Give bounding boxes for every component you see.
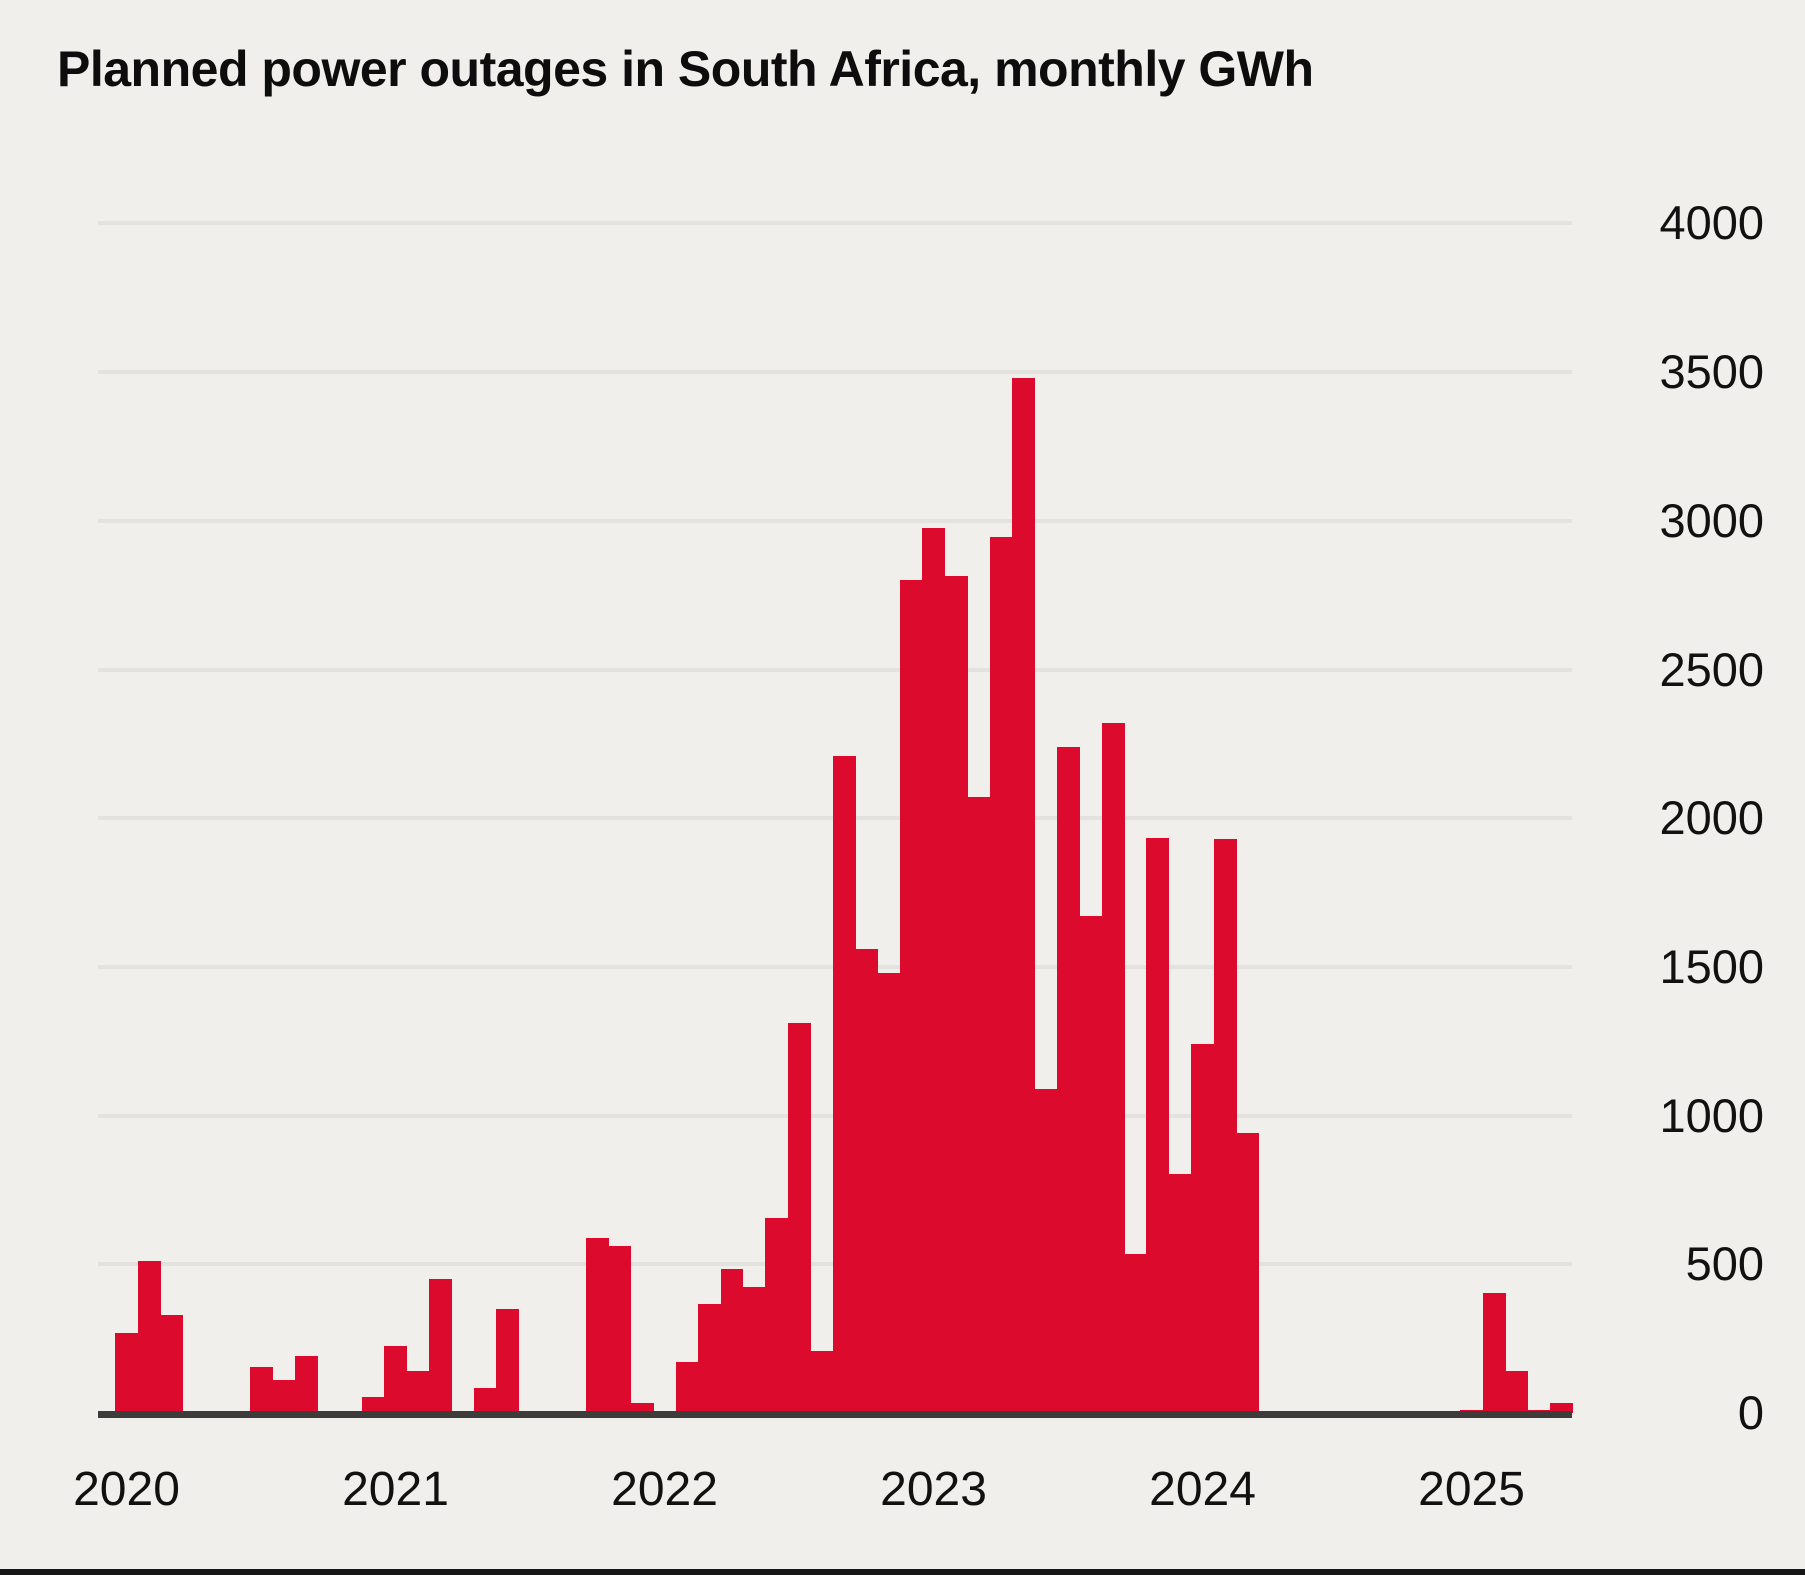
bar-2023-07 [1056, 746, 1080, 1413]
bar-2021-03 [429, 1279, 453, 1413]
bar-2022-03 [698, 1304, 722, 1413]
bar-2020-07 [249, 1366, 273, 1413]
bar-2025-05 [1549, 1402, 1573, 1413]
bar-2021-06 [496, 1308, 520, 1413]
bar-2022-12 [899, 580, 923, 1413]
bar-2022-07 [787, 1023, 811, 1413]
bar-2021-02 [406, 1371, 430, 1413]
y-tick-label-1500: 1500 [1659, 939, 1764, 993]
bar-2021-12 [630, 1402, 654, 1413]
x-year-label-2025: 2025 [1418, 1463, 1525, 1516]
y-tick-label-2000: 2000 [1659, 791, 1764, 845]
x-axis-line [98, 1411, 1572, 1418]
bar-2023-05 [1011, 378, 1035, 1413]
bar-2023-09 [1101, 723, 1125, 1413]
bar-2021-10 [586, 1237, 609, 1413]
bar-2024-03 [1236, 1133, 1260, 1413]
y-tick-label-3500: 3500 [1659, 345, 1764, 399]
bar-2022-05 [742, 1286, 766, 1413]
bar-2023-01 [922, 528, 946, 1413]
bar-2023-04 [989, 537, 1013, 1413]
bar-2020-12 [361, 1396, 385, 1413]
gridline-4000 [98, 221, 1572, 226]
bar-2023-08 [1079, 916, 1103, 1413]
bar-2025-03 [1505, 1371, 1529, 1413]
bar-2022-06 [765, 1218, 789, 1413]
bar-2024-01 [1191, 1044, 1215, 1413]
bar-2023-03 [967, 797, 991, 1413]
y-tick-label-1000: 1000 [1659, 1088, 1764, 1142]
bar-2021-01 [384, 1346, 408, 1413]
gridline-3000 [98, 518, 1572, 523]
bar-2022-04 [720, 1268, 744, 1413]
bar-2023-10 [1124, 1253, 1147, 1413]
y-tick-label-0: 0 [1737, 1386, 1764, 1439]
bar-2024-02 [1213, 839, 1237, 1413]
x-year-label-2021: 2021 [342, 1463, 449, 1516]
gridline-2500 [98, 667, 1572, 672]
bar-2021-11 [608, 1246, 632, 1413]
y-tick-label-4000: 4000 [1659, 196, 1764, 250]
x-year-label-2020: 2020 [73, 1463, 180, 1516]
bar-2022-10 [855, 949, 878, 1413]
bar-2023-12 [1168, 1173, 1192, 1413]
y-tick-label-500: 500 [1685, 1237, 1764, 1291]
bar-2022-02 [675, 1362, 699, 1413]
y-tick-label-3000: 3000 [1659, 493, 1764, 547]
gridline-3500 [98, 370, 1572, 375]
bar-2020-03 [160, 1314, 184, 1413]
x-year-label-2023: 2023 [880, 1463, 987, 1516]
chart-title: Planned power outages in South Africa, m… [57, 41, 1314, 97]
bar-2020-08 [272, 1380, 296, 1413]
bar-2021-05 [473, 1387, 497, 1413]
bar-2025-02 [1482, 1292, 1506, 1413]
bar-2020-09 [294, 1356, 318, 1413]
bar-2023-02 [944, 575, 968, 1413]
y-tick-label-2500: 2500 [1659, 642, 1764, 696]
bar-2020-02 [137, 1261, 161, 1413]
x-year-label-2024: 2024 [1149, 1463, 1256, 1516]
bar-2022-08 [810, 1350, 834, 1413]
bar-2023-06 [1034, 1088, 1058, 1413]
bar-2022-09 [832, 755, 856, 1413]
bar-2020-01 [115, 1332, 139, 1413]
bar-2022-11 [877, 972, 901, 1413]
x-year-label-2022: 2022 [611, 1463, 718, 1516]
bottom-rule [0, 1569, 1805, 1575]
bar-2023-11 [1146, 837, 1170, 1413]
